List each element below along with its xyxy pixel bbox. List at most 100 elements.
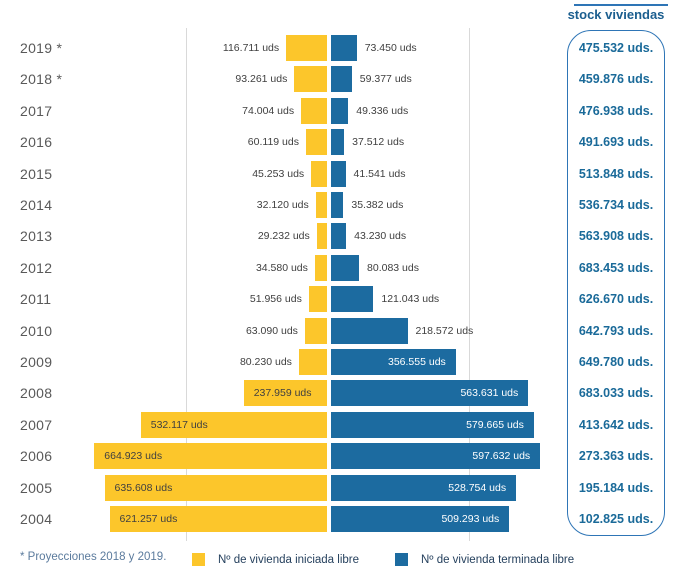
terminada-value-label: 121.043 uds [381,293,440,306]
iniciada-value-label: 93.261 uds [235,73,288,86]
iniciada-value-label: 32.120 uds [256,199,309,211]
vertical-gridline-left [186,28,187,541]
iniciada-bar [140,411,327,438]
stock-value: 459.876 uds. [578,72,654,87]
chart-row: 2007 532.117 uds 579.665 uds 413.642 uds. [0,411,673,438]
stock-header-line [574,4,668,6]
terminada-bar [331,223,347,250]
year-label: 2012 [20,259,53,276]
stock-value: 563.908 uds. [578,229,654,244]
stock-value: 649.780 uds. [578,355,654,369]
terminada-value-label: 509.293 uds [441,513,500,525]
terminada-color-swatch-icon [395,553,408,566]
stock-value: 683.033 uds. [578,386,654,401]
year-label: 2011 [20,291,52,308]
terminada-bar [331,254,360,281]
year-label: 2007 [20,416,53,433]
terminada-bar [331,349,456,375]
year-label: 2016 [20,134,53,151]
terminada-bar [331,474,517,501]
stock-value: 413.642 uds. [578,417,654,432]
iniciada-bar [315,192,327,218]
stock-value: 273.363 uds. [578,449,654,464]
legend-label-terminada: Nº de vivienda terminada libre [421,553,575,566]
iniciada-bar [294,66,327,93]
stock-value: 642.793 uds. [578,323,654,338]
year-label: 2017 [20,102,53,119]
terminada-value-label: 59.377 uds [359,73,412,86]
terminada-value-label: 80.083 uds [367,261,419,274]
vertical-gridline-right [469,28,470,541]
terminada-bar [331,66,352,93]
terminada-value-label: 43.230 uds [354,230,407,243]
year-label: 2010 [20,322,53,339]
chart-row: 2014 32.120 uds 35.382 uds 536.734 uds. [0,192,673,218]
chart-row: 2005 635.608 uds 528.754 uds 195.184 uds. [0,474,673,501]
chart-row: 2010 63.090 uds 218.572 uds 642.793 uds. [0,317,673,344]
chart-row: 2016 60.119 uds 37.512 uds 491.693 uds. [0,129,673,156]
stock-value: 513.848 uds. [578,166,654,181]
iniciada-value-label: 237.959 uds [253,387,312,400]
iniciada-value-label: 664.923 uds [104,450,163,463]
chart-row: 2013 29.232 uds 43.230 uds 563.908 uds. [0,223,673,250]
year-label: 2004 [20,511,53,527]
iniciada-bar [109,506,327,532]
terminada-bar [331,506,510,532]
year-label: 2013 [20,228,53,245]
year-label: 2019 * [20,40,63,56]
iniciada-value-label: 621.257 uds [119,513,178,525]
iniciada-bar [314,254,327,281]
legend: Nº de vivienda iniciada libre Nº de vivi… [192,553,574,566]
year-label: 2006 [20,448,53,465]
footnote: * Proyecciones 2018 y 2019. [20,551,167,563]
stock-values-box [567,30,665,536]
iniciada-value-label: 532.117 uds [150,418,208,431]
terminada-bar [331,35,357,61]
terminada-bar [331,192,344,218]
terminada-value-label: 579.665 uds [466,418,524,431]
terminada-value-label: 356.555 uds [387,356,446,368]
legend-label-iniciada: Nº de vivienda iniciada libre [218,553,359,566]
iniciada-bar [104,474,327,501]
iniciada-value-label: 74.004 uds [242,104,295,117]
terminada-value-label: 563.631 uds [460,387,519,400]
chart-row: 2018 * 93.261 uds 59.377 uds 459.876 uds. [0,66,673,93]
stock-value: 491.693 uds. [578,135,654,150]
iniciada-value-label: 63.090 uds [245,324,298,337]
stock-value: 536.734 uds. [578,198,654,212]
chart-row: 2019 * 116.711 uds 73.450 uds 475.532 uds. [0,35,673,61]
terminada-value-label: 41.541 uds [353,167,406,180]
chart-row: 2011 51.956 uds 121.043 uds 626.670 uds. [0,286,673,313]
stock-column-title: stock viviendas [567,7,665,22]
terminada-bar [331,317,408,344]
legend-item-terminada: Nº de vivienda terminada libre [395,553,574,566]
terminada-value-label: 73.450 uds [364,42,417,54]
iniciada-value-label: 635.608 uds [114,481,173,494]
iniciada-color-swatch-icon [192,553,205,566]
iniciada-bar [298,349,327,375]
terminada-bar [331,443,541,470]
year-label: 2009 [20,354,53,370]
iniciada-bar [243,380,327,407]
stock-value: 195.184 uds. [578,480,654,495]
iniciada-value-label: 60.119 uds [247,136,299,149]
chart-row: 2006 664.923 uds 597.632 uds 273.363 uds. [0,443,673,470]
terminada-bar [331,129,345,156]
chart-row: 2015 45.253 uds 41.541 uds 513.848 uds. [0,160,673,187]
year-label: 2005 [20,479,53,496]
stock-value: 626.670 uds. [578,292,654,307]
chart-row: 2008 237.959 uds 563.631 uds 683.033 uds. [0,380,673,407]
iniciada-bar [308,286,327,313]
stock-value: 102.825 uds. [578,512,654,526]
iniciada-bar [286,35,327,61]
iniciada-bar [304,317,327,344]
year-label: 2014 [20,197,53,213]
iniciada-bar [316,223,327,250]
terminada-bar [331,97,349,124]
terminada-bar [331,160,346,187]
year-label: 2015 [20,165,53,182]
terminada-value-label: 49.336 uds [356,104,409,117]
stock-value: 683.453 uds. [578,260,654,275]
iniciada-bar [311,160,327,187]
stock-value: 476.938 uds. [578,103,654,118]
